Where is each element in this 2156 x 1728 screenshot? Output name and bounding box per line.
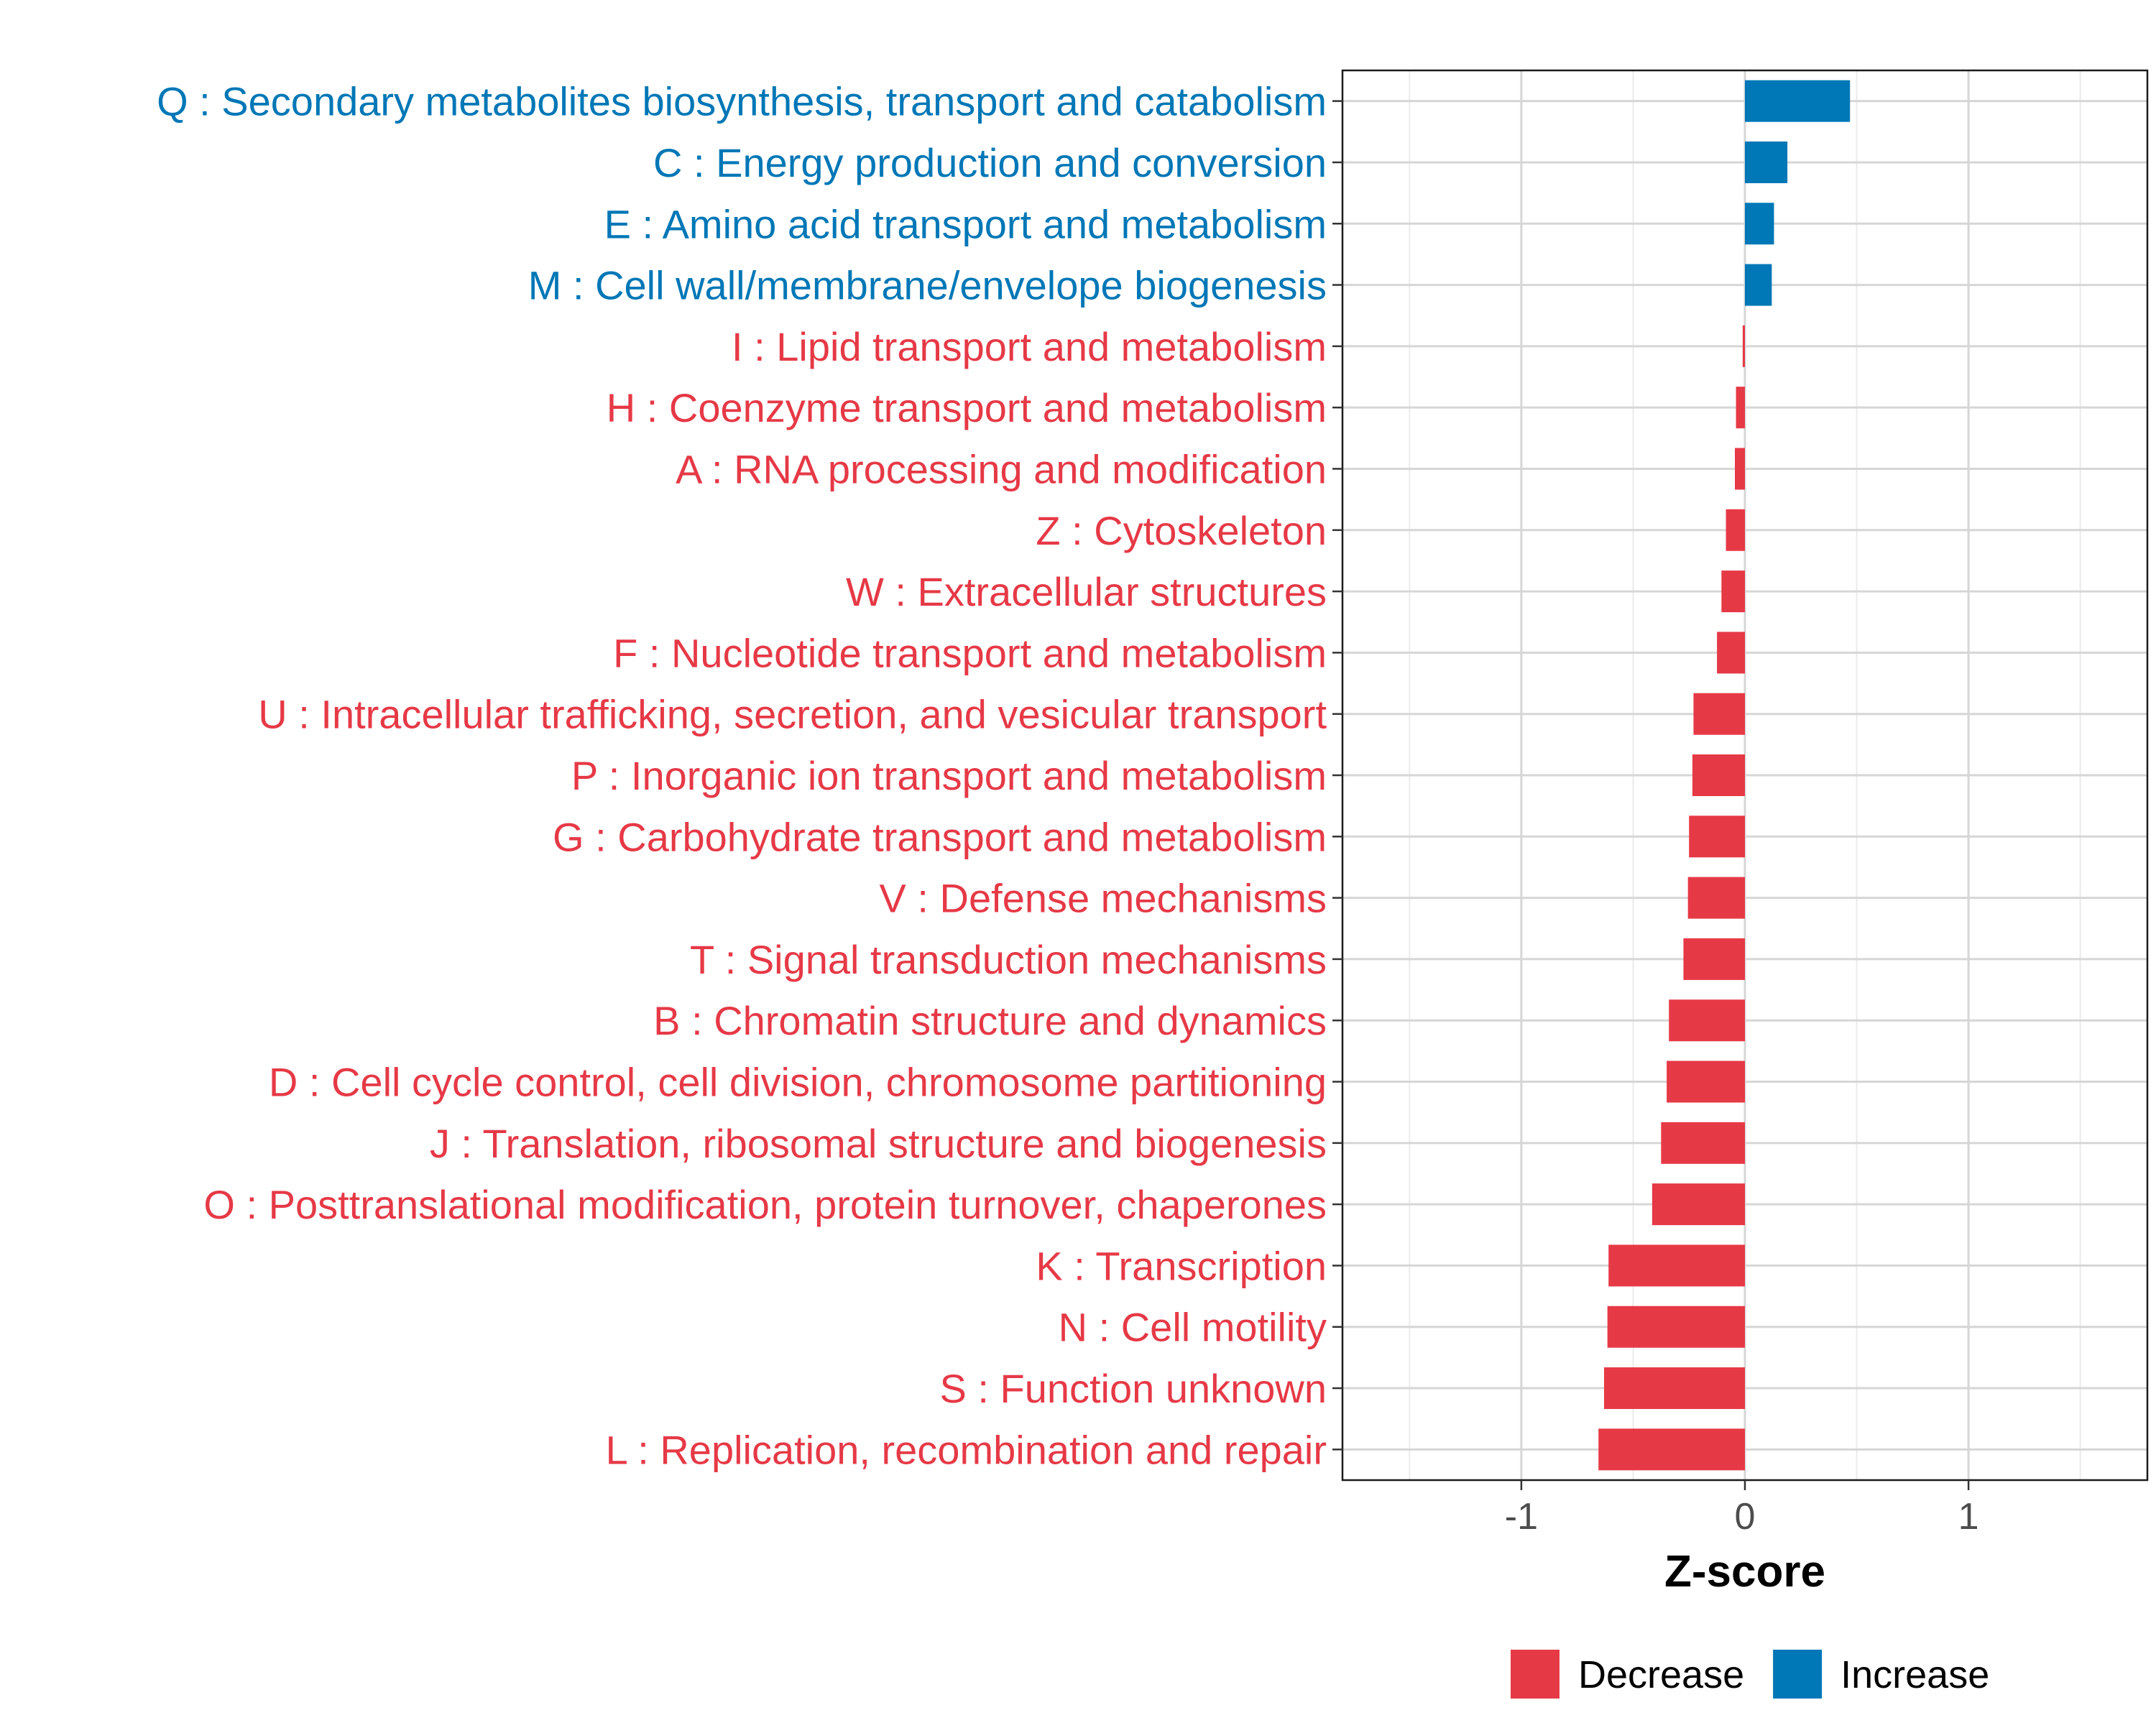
bar-c <box>1745 141 1788 183</box>
bar-t <box>1683 938 1745 980</box>
y-tick-label-o: O : Posttranslational modification, prot… <box>203 1182 1327 1227</box>
y-tick-label-i: I : Lipid transport and metabolism <box>732 324 1327 369</box>
y-tick-label-t: T : Signal transduction mechanisms <box>690 937 1327 982</box>
y-tick-label-a: A : RNA processing and modification <box>676 446 1327 491</box>
bar-a <box>1735 448 1745 490</box>
bar-v <box>1687 877 1745 919</box>
y-tick-label-m: M : Cell wall/membrane/envelope biogenes… <box>528 263 1327 308</box>
bar-o <box>1651 1183 1745 1226</box>
bar-q <box>1745 80 1851 122</box>
bar-f <box>1717 632 1745 674</box>
legend-key-increase <box>1773 1650 1823 1699</box>
bar-h <box>1736 387 1745 429</box>
y-tick-label-p: P : Inorganic ion transport and metaboli… <box>571 753 1327 798</box>
y-tick-label-h: H : Coenzyme transport and metabolism <box>607 385 1327 430</box>
x-tick-label: -1 <box>1505 1496 1538 1538</box>
y-tick-label-u: U : Intracellular trafficking, secretion… <box>258 692 1327 737</box>
y-tick-label-l: L : Replication, recombination and repai… <box>606 1427 1327 1472</box>
bar-m <box>1745 264 1772 306</box>
legend-label-decrease: Decrease <box>1578 1653 1744 1696</box>
bar-l <box>1598 1428 1745 1471</box>
y-tick-label-b: B : Chromatin structure and dynamics <box>653 998 1327 1043</box>
x-tick-label: 1 <box>1958 1496 1979 1538</box>
y-tick-label-z: Z : Cytoskeleton <box>1036 508 1327 553</box>
bar-s <box>1604 1367 1745 1410</box>
y-tick-label-n: N : Cell motility <box>1059 1305 1327 1350</box>
legend-label-increase: Increase <box>1841 1653 1989 1696</box>
bar-b <box>1669 999 1745 1042</box>
bar-e <box>1745 203 1774 245</box>
x-tick-layer: -1 0 1 <box>1505 1480 1979 1538</box>
legend-key-decrease <box>1511 1650 1560 1699</box>
y-tick-layer: Q : Secondary metabolites biosynthesis, … <box>157 79 1342 1472</box>
y-tick-label-g: G : Carbohydrate transport and metabolis… <box>553 814 1327 859</box>
legend: Decrease Increase <box>1511 1650 1989 1699</box>
bar-p <box>1692 754 1745 797</box>
y-tick-label-j: J : Translation, ribosomal structure and… <box>430 1121 1327 1166</box>
bar-z <box>1726 509 1745 551</box>
y-tick-label-w: W : Extracellular structures <box>846 569 1327 614</box>
bar-k <box>1608 1244 1745 1287</box>
y-tick-label-q: Q : Secondary metabolites biosynthesis, … <box>157 79 1327 124</box>
y-tick-label-k: K : Transcription <box>1036 1243 1327 1288</box>
y-tick-label-e: E : Amino acid transport and metabolism <box>604 201 1327 246</box>
x-axis-title: Z-score <box>1664 1547 1825 1597</box>
y-tick-label-s: S : Function unknown <box>939 1366 1327 1411</box>
y-tick-label-v: V : Defense mechanisms <box>880 876 1327 921</box>
y-tick-label-f: F : Nucleotide transport and metabolism <box>613 630 1327 675</box>
y-tick-label-d: D : Cell cycle control, cell division, c… <box>269 1060 1327 1105</box>
bar-layer <box>1598 80 1851 1471</box>
bar-d <box>1667 1061 1745 1103</box>
bar-i <box>1742 325 1745 367</box>
bar-w <box>1721 570 1745 613</box>
bar-u <box>1693 693 1745 735</box>
x-tick-label: 0 <box>1735 1496 1756 1538</box>
bar-n <box>1607 1306 1745 1348</box>
y-tick-label-c: C : Energy production and conversion <box>653 140 1327 185</box>
bar-j <box>1661 1122 1745 1164</box>
bar-g <box>1689 816 1745 858</box>
